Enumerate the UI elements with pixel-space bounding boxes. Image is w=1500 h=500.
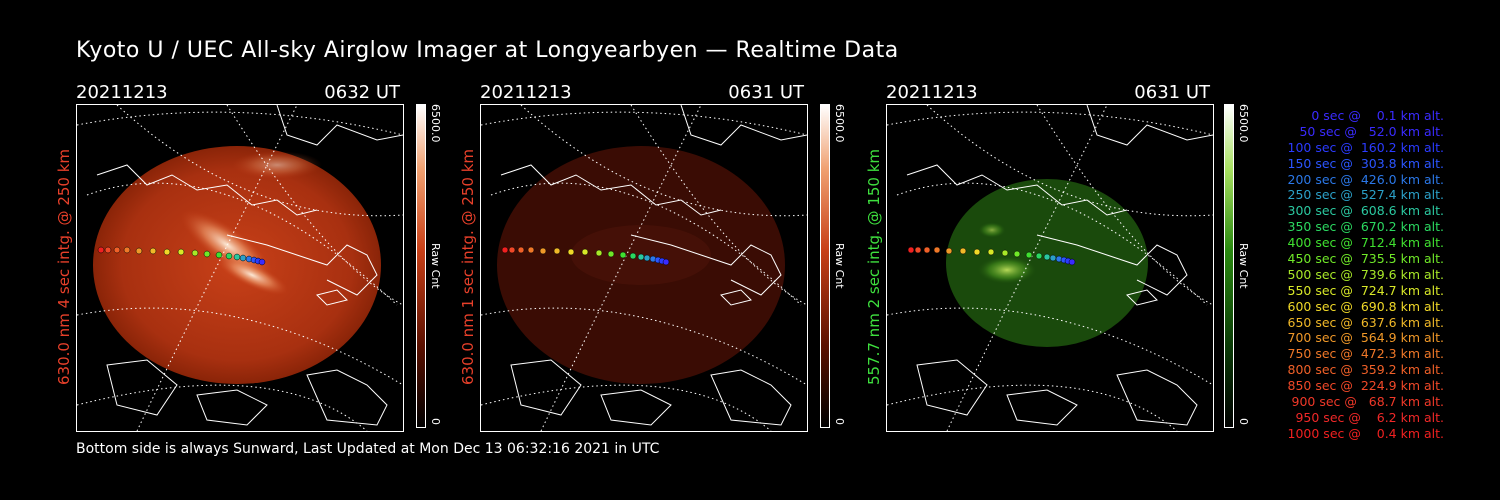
coastlines (96, 105, 403, 426)
legend-item: 800 sec @ 359.2 km alt. (1283, 362, 1445, 378)
footer-note: Bottom side is always Sunward, Last Upda… (76, 441, 660, 457)
panel-3-cbar-unit: Raw Cnt (1237, 243, 1250, 289)
legend-item: 650 sec @ 637.6 km alt. (1283, 314, 1445, 330)
panel-2-colorbar (820, 104, 830, 428)
panel-3-cbar-max: 6500.0 (1237, 104, 1250, 143)
legend-item: 150 sec @ 303.8 km alt. (1283, 155, 1445, 171)
graticule (887, 105, 1213, 431)
panel-3-date: 20211213 (886, 82, 978, 103)
panel-2-date: 20211213 (480, 82, 572, 103)
legend-item: 250 sec @ 527.4 km alt. (1283, 187, 1445, 203)
legend-item: 750 sec @ 472.3 km alt. (1283, 346, 1445, 362)
sky-disk (946, 179, 1148, 347)
graticule (481, 105, 807, 431)
panel-3-time: 0631 UT (1134, 82, 1210, 103)
legend-item: 100 sec @ 160.2 km alt. (1283, 139, 1445, 155)
panel-2-ylabel: 630.0 nm 1 sec intg. @ 250 km (459, 148, 477, 386)
legend-item: 50 sec @ 52.0 km alt. (1291, 123, 1444, 139)
legend-item: 350 sec @ 670.2 km alt. (1283, 219, 1445, 235)
panel-1-image (76, 104, 404, 432)
panel-2-image (480, 104, 808, 432)
panel-3-colorbar (1224, 104, 1234, 428)
panel-3-svg (887, 105, 1213, 431)
legend-item: 850 sec @ 224.9 km alt. (1283, 378, 1445, 394)
page-title: Kyoto U / UEC All-sky Airglow Imager at … (76, 38, 899, 63)
panel-1-date: 20211213 (76, 82, 168, 103)
panel-2-time: 0631 UT (728, 82, 804, 103)
coastlines (500, 105, 807, 426)
panel-1-ylabel: 630.0 nm 4 sec intg. @ 250 km (55, 148, 73, 386)
panel-3-ylabel: 557.7 nm 2 sec intg. @ 150 km (865, 148, 883, 386)
legend-item: 550 sec @ 724.7 km alt. (1283, 282, 1445, 298)
trajectory (97, 246, 266, 266)
legend-item: 500 sec @ 739.6 km alt. (1283, 266, 1445, 282)
panel-2-cbar-unit: Raw Cnt (833, 243, 846, 289)
panel-1-svg (77, 105, 403, 431)
legend-item: 0 sec @ 0.1 km alt. (1299, 108, 1444, 123)
panel-3-image (886, 104, 1214, 432)
panel-1-colorbar (416, 104, 426, 428)
legend-item: 1000 sec @ 0.4 km alt. (1287, 425, 1444, 441)
coastlines (906, 105, 1213, 426)
legend-item: 600 sec @ 690.8 km alt. (1283, 298, 1445, 314)
trajectory-legend: 0 sec @ 0.1 km alt. 50 sec @ 52.0 km alt… (1262, 108, 1445, 442)
panel-3-cbar-min: 0 (1237, 418, 1250, 425)
legend-item: 300 sec @ 608.6 km alt. (1283, 203, 1445, 219)
legend-item: 700 sec @ 564.9 km alt. (1283, 330, 1445, 346)
legend-item: 200 sec @ 426.0 km alt. (1283, 171, 1445, 187)
legend-item: 950 sec @ 6.2 km alt. (1291, 409, 1444, 425)
trajectory (907, 246, 1076, 266)
graticule (77, 105, 403, 431)
legend-item: 900 sec @ 68.7 km alt. (1287, 394, 1444, 410)
panel-2-cbar-min: 0 (833, 418, 846, 425)
panel-1-time: 0632 UT (324, 82, 400, 103)
panel-2-svg (481, 105, 807, 431)
legend-item: 450 sec @ 735.5 km alt. (1283, 251, 1445, 267)
panel-2-cbar-max: 6500.0 (833, 104, 846, 143)
panel-1-cbar-max: 6500.0 (429, 104, 442, 143)
panel-1-cbar-min: 0 (429, 418, 442, 425)
panel-1-cbar-unit: Raw Cnt (429, 243, 442, 289)
legend-item: 400 sec @ 712.4 km alt. (1283, 235, 1445, 251)
trajectory (501, 246, 670, 266)
